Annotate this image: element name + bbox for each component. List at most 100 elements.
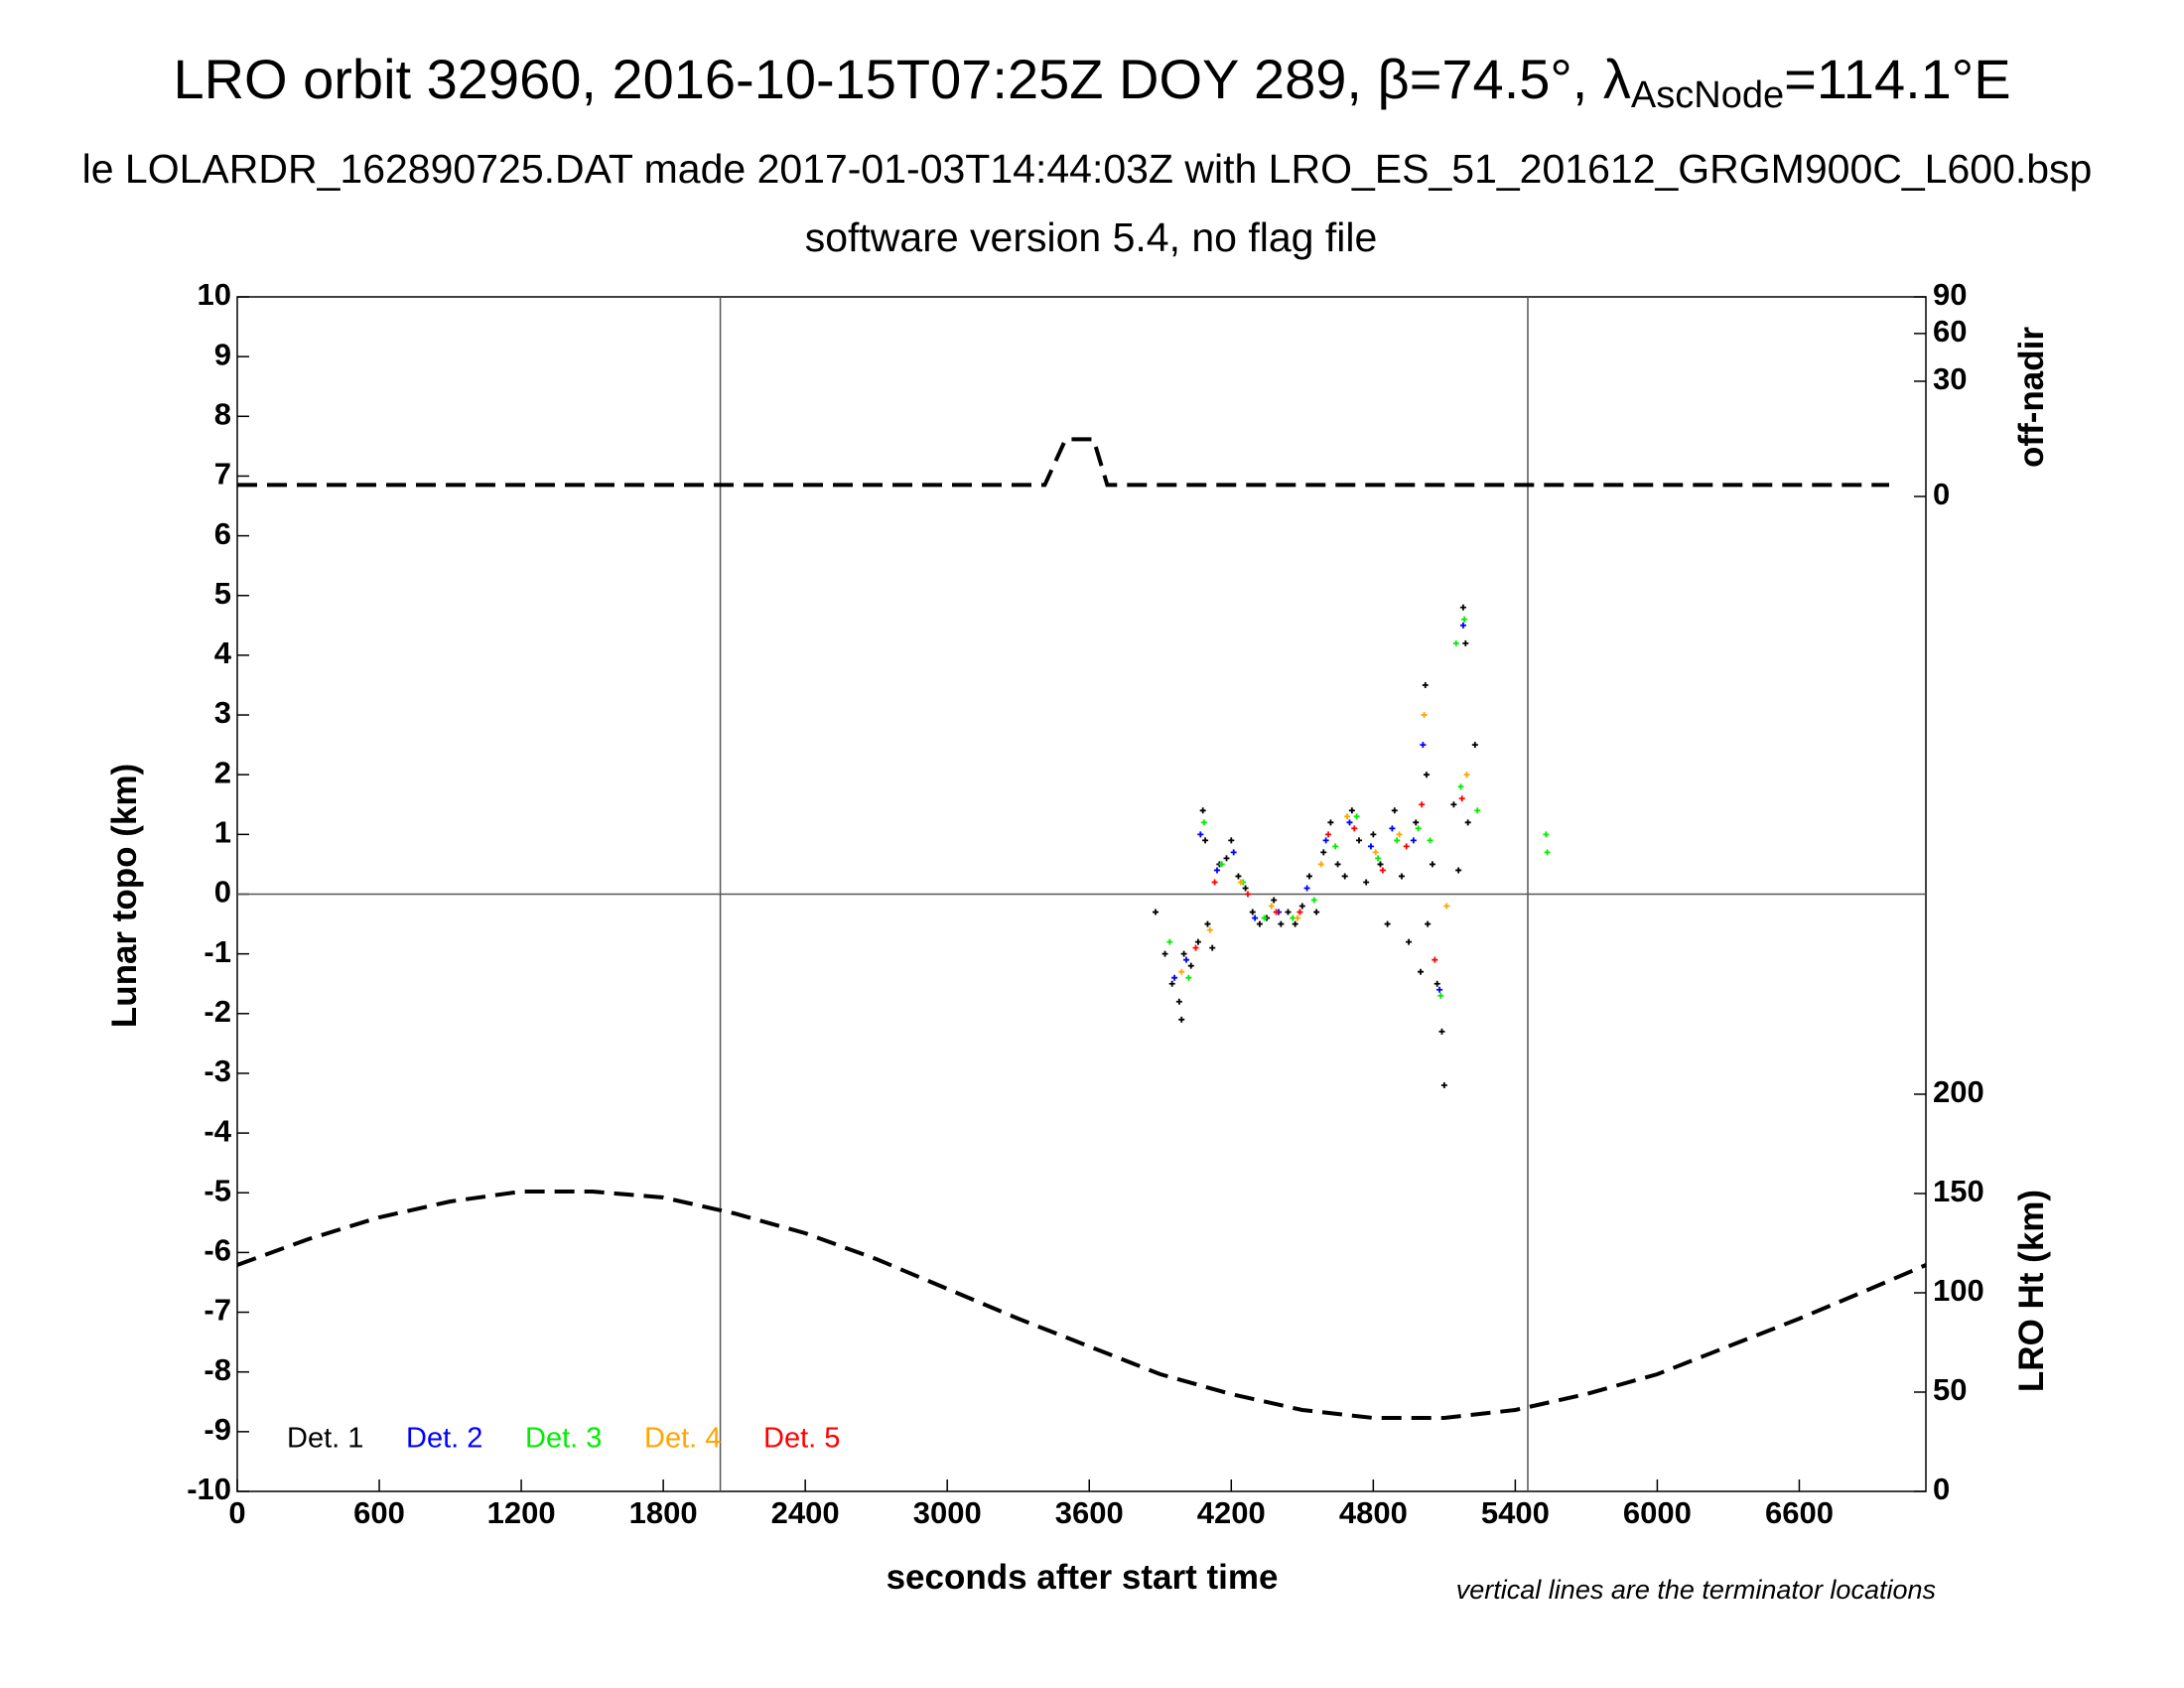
data-point xyxy=(1175,998,1182,1005)
data-point xyxy=(1425,920,1432,927)
y-tick-label: -1 xyxy=(204,934,231,969)
data-point xyxy=(1370,831,1377,838)
data-point xyxy=(1455,867,1462,874)
y3-axis-label: LRO Ht (km) xyxy=(2012,1190,2051,1392)
subtitle-2: software version 5.4, no flag file xyxy=(805,214,1378,260)
y-tick-label: -6 xyxy=(204,1233,231,1268)
data-point xyxy=(1457,783,1464,790)
x-tick-label: 6600 xyxy=(1765,1495,1834,1530)
y-tick-label: 9 xyxy=(214,337,231,371)
data-point xyxy=(1334,861,1341,868)
data-point xyxy=(1261,914,1268,921)
y3-tick-label: 50 xyxy=(1933,1372,1967,1407)
data-point xyxy=(1213,867,1220,874)
y-tick-label: -3 xyxy=(204,1054,231,1088)
data-point xyxy=(1427,837,1433,844)
x-tick-label: 1200 xyxy=(487,1495,556,1530)
data-point xyxy=(1303,885,1310,892)
data-point xyxy=(1353,813,1360,820)
data-point xyxy=(1194,938,1201,945)
data-point xyxy=(1178,968,1185,975)
y-tick-label: -7 xyxy=(204,1293,231,1328)
data-point xyxy=(1166,938,1173,945)
chart-title: LRO orbit 32960, 2016-10-15T07:25Z DOY 2… xyxy=(173,48,2010,116)
y-tick-label: 5 xyxy=(214,576,231,611)
data-point xyxy=(1379,867,1386,874)
y-tick-label: -10 xyxy=(187,1472,231,1506)
data-point xyxy=(1421,712,1428,719)
y-tick-label: 4 xyxy=(214,635,232,670)
data-point xyxy=(1211,879,1218,886)
x-axis-label: seconds after start time xyxy=(887,1558,1279,1597)
data-point xyxy=(1185,974,1192,981)
data-point xyxy=(1273,909,1280,915)
y-tick-label: -5 xyxy=(204,1173,231,1207)
data-point xyxy=(1458,795,1465,802)
data-point xyxy=(1410,837,1417,844)
data-point xyxy=(1413,819,1420,826)
data-point xyxy=(1295,914,1301,921)
data-point xyxy=(1322,837,1329,844)
data-point xyxy=(1228,837,1235,844)
legend-label: Det. 3 xyxy=(525,1423,602,1455)
data-point xyxy=(1440,1081,1447,1088)
y-tick-label: -2 xyxy=(204,994,231,1029)
data-point xyxy=(1206,926,1213,933)
data-point xyxy=(1429,861,1435,868)
data-point xyxy=(1182,956,1189,963)
data-point xyxy=(1459,622,1466,629)
x-tick-label: 3000 xyxy=(913,1495,982,1530)
y2-tick-label: 90 xyxy=(1933,277,1967,312)
data-point xyxy=(1325,831,1332,838)
data-point xyxy=(1249,909,1256,915)
data-point xyxy=(1372,849,1379,856)
y2-tick-label: 30 xyxy=(1933,361,1967,396)
data-point xyxy=(1171,974,1178,981)
data-point xyxy=(1543,831,1550,838)
data-point xyxy=(1436,986,1443,993)
data-point xyxy=(1544,849,1551,856)
data-point xyxy=(1433,980,1440,987)
legend-label: Det. 2 xyxy=(406,1423,482,1455)
data-point xyxy=(1341,873,1348,880)
data-point xyxy=(1398,873,1405,880)
y-tick-label: 7 xyxy=(214,457,231,492)
data-point xyxy=(1161,950,1168,957)
subtitle: le LOLARDR_162890725.DAT made 2017-01-03… xyxy=(82,146,2093,192)
data-point xyxy=(1403,843,1410,850)
legend-label: Det. 4 xyxy=(644,1423,721,1455)
data-point xyxy=(1271,897,1278,904)
x-tick-label: 2400 xyxy=(771,1495,840,1530)
data-point xyxy=(1437,992,1444,999)
data-point xyxy=(1237,879,1244,886)
data-point xyxy=(1332,843,1339,850)
data-point xyxy=(1474,807,1481,814)
legend-label: Det. 1 xyxy=(287,1423,363,1455)
data-point xyxy=(1344,813,1351,820)
y3-tick-label: 200 xyxy=(1933,1074,1984,1109)
data-point xyxy=(1384,920,1391,927)
data-point xyxy=(1389,825,1396,832)
data-point xyxy=(1209,944,1216,951)
title-subscript: AscNode xyxy=(1631,74,1784,116)
data-point xyxy=(1310,897,1317,904)
off-nadir-line xyxy=(237,437,1889,488)
data-point xyxy=(1230,849,1237,856)
data-point xyxy=(1422,681,1429,688)
y-tick-label: 3 xyxy=(214,695,231,730)
data-point xyxy=(1415,825,1422,832)
altitude-line xyxy=(236,1190,1927,1420)
y-tick-label: 1 xyxy=(214,815,231,850)
data-point xyxy=(1218,861,1225,868)
data-point xyxy=(1256,920,1263,927)
data-point xyxy=(1406,938,1413,945)
data-point xyxy=(1438,1028,1445,1035)
y2-axis-label: off-nadir xyxy=(2012,327,2051,468)
data-point xyxy=(1450,801,1457,808)
data-point xyxy=(1367,843,1374,850)
y-tick-label: 6 xyxy=(214,516,231,551)
data-point xyxy=(1178,1016,1185,1023)
legend-label: Det. 5 xyxy=(763,1423,840,1455)
data-point xyxy=(1432,956,1438,963)
